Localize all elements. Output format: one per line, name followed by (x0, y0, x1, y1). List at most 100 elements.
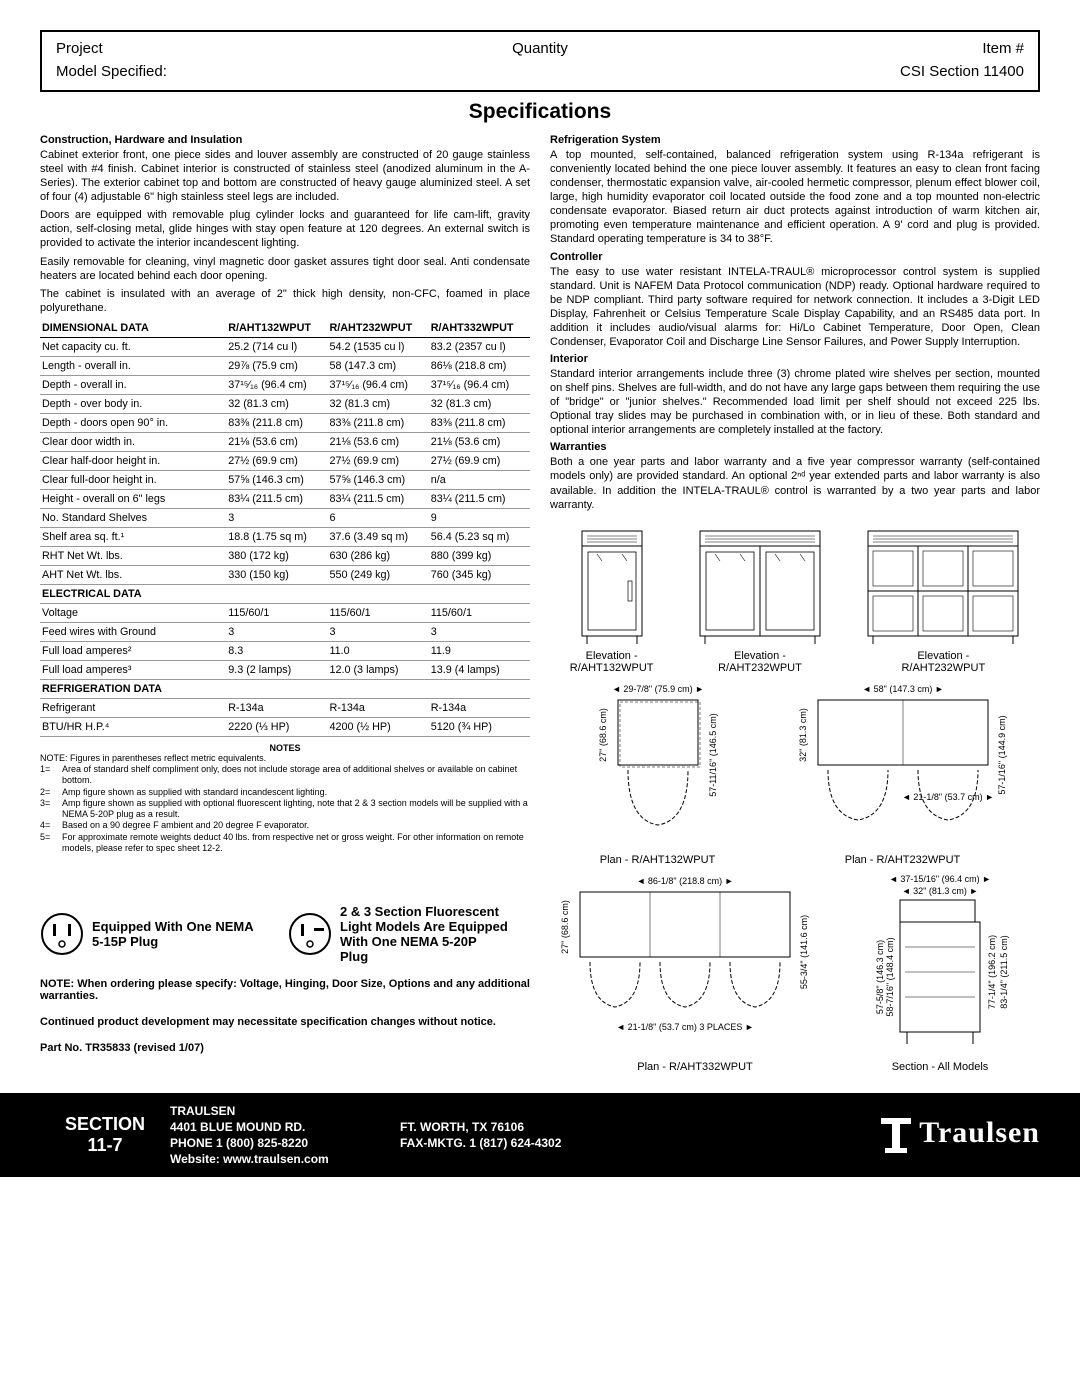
table-cell: 550 (249 kg) (327, 565, 428, 584)
interior-p: Standard interior arrangements include t… (550, 367, 1040, 437)
table-row: RHT Net Wt. lbs.380 (172 kg)630 (286 kg)… (40, 546, 530, 565)
plan-2: ◄ 58" (147.3 cm) ► 32" (81.3 cm) 57-1/16… (773, 680, 1033, 866)
interior-heading: Interior (550, 353, 1040, 365)
svg-text:◄ 37-15/16" (96.4 cm) ►: ◄ 37-15/16" (96.4 cm) ► (889, 874, 991, 884)
plan1-label: Plan - R/AHT132WPUT (558, 854, 758, 866)
plan-icon: ◄ 58" (147.3 cm) ► 32" (81.3 cm) 57-1/16… (773, 680, 1033, 850)
elec-label: ELECTRICAL DATA (40, 584, 530, 603)
table-cell: 630 (286 kg) (327, 546, 428, 565)
part-no: Part No. TR35833 (revised 1/07) (40, 1042, 530, 1054)
table-cell: Shelf area sq. ft.¹ (40, 527, 226, 546)
table-row: Full load amperes²8.311.011.9 (40, 641, 530, 660)
elev3-b: R/AHT232WPUT (858, 662, 1028, 674)
table-cell: Full load amperes³ (40, 660, 226, 679)
note-text: Amp figure shown as supplied with standa… (62, 787, 327, 798)
table-row: Length - overall in.29⅞ (75.9 cm)58 (147… (40, 356, 530, 375)
svg-text:83-1/4" (211.5 cm): 83-1/4" (211.5 cm) (999, 935, 1009, 1009)
note-key: 5= (40, 832, 62, 855)
table-row: Clear door width in.21⅛ (53.6 cm)21⅛ (53… (40, 432, 530, 451)
svg-text:◄ 32" (81.3 cm) ►: ◄ 32" (81.3 cm) ► (902, 886, 979, 896)
table-cell: 9 (429, 508, 530, 527)
section-label: Section - All Models (845, 1061, 1035, 1073)
svg-text:57-11/16" (146.5 cm): 57-11/16" (146.5 cm) (708, 713, 718, 797)
table-row: Net capacity cu. ft.25.2 (714 cu l)54.2 … (40, 337, 530, 356)
note-key: 2= (40, 787, 62, 798)
construction-p2: Doors are equipped with removable plug c… (40, 208, 530, 250)
table-cell: 27½ (69.9 cm) (226, 451, 327, 470)
table-cell: 380 (172 kg) (226, 546, 327, 565)
footer-logo: Traulsen (875, 1114, 1040, 1156)
th-m2: R/AHT232WPUT (327, 319, 428, 338)
elevation-icon (685, 526, 835, 646)
footer-info: TRAULSEN 4401 BLUE MOUND RD. PHONE 1 (80… (170, 1103, 875, 1168)
table-row: RefrigerantR-134aR-134aR-134a (40, 698, 530, 717)
elec-subhead: ELECTRICAL DATA (40, 584, 530, 603)
table-cell: 37¹⁵⁄₁₆ (96.4 cm) (327, 375, 428, 394)
table-row: BTU/HR H.P.⁴2220 (⅓ HP)4200 (½ HP)5120 (… (40, 717, 530, 736)
svg-text:◄ 29-7/8" (75.9 cm) ►: ◄ 29-7/8" (75.9 cm) ► (611, 684, 703, 694)
plug-5-15p: Equipped With One NEMA 5-15P Plug (40, 912, 260, 956)
note-key: 1= (40, 764, 62, 787)
th-dim: DIMENSIONAL DATA (40, 319, 226, 338)
table-cell: 83¼ (211.5 cm) (327, 489, 428, 508)
notes-intro: NOTE: Figures in parentheses reflect met… (40, 753, 530, 764)
project-label: Project (56, 40, 379, 57)
plug-icon (288, 912, 332, 956)
table-cell: 115/60/1 (429, 603, 530, 622)
section: ◄ 37-15/16" (96.4 cm) ► ◄ 32" (81.3 cm) … (845, 872, 1035, 1073)
construction-p1: Cabinet exterior front, one piece sides … (40, 148, 530, 204)
plugs-row: Equipped With One NEMA 5-15P Plug 2 & 3 … (40, 904, 530, 964)
svg-text:55-3/4" (141.6 cm): 55-3/4" (141.6 cm) (799, 915, 809, 989)
th-m1: R/AHT132WPUT (226, 319, 327, 338)
footer-web: Website: www.traulsen.com (170, 1151, 400, 1167)
table-cell: Clear full-door height in. (40, 470, 226, 489)
svg-text:◄ 21-1/8" (53.7 cm) 3 PLACES ►: ◄ 21-1/8" (53.7 cm) 3 PLACES ► (616, 1022, 754, 1032)
table-cell: 11.9 (429, 641, 530, 660)
table-cell: 37¹⁵⁄₁₆ (96.4 cm) (226, 375, 327, 394)
table-cell: 4200 (½ HP) (327, 717, 428, 736)
footer: SECTION 11-7 TRAULSEN 4401 BLUE MOUND RD… (0, 1093, 1080, 1178)
table-cell: BTU/HR H.P.⁴ (40, 717, 226, 736)
table-row: Feed wires with Ground333 (40, 622, 530, 641)
table-cell: n/a (429, 470, 530, 489)
table-cell: 115/60/1 (327, 603, 428, 622)
table-cell: Refrigerant (40, 698, 226, 717)
elev1-a: Elevation - (562, 650, 662, 662)
footer-addr: 4401 BLUE MOUND RD. (170, 1119, 400, 1135)
dev-note: Continued product development may necess… (40, 1016, 530, 1028)
table-cell: 86⅛ (218.8 cm) (429, 356, 530, 375)
table-cell: 58 (147.3 cm) (327, 356, 428, 375)
footer-city: FT. WORTH, TX 76106 (400, 1119, 561, 1135)
table-row: Height - overall on 6" legs83¼ (211.5 cm… (40, 489, 530, 508)
table-row: Depth - over body in.32 (81.3 cm)32 (81.… (40, 394, 530, 413)
model-label: Model Specified: (56, 63, 540, 80)
table-cell: 3 (226, 508, 327, 527)
plan-1: ◄ 29-7/8" (75.9 cm) ► 27" (68.6 cm) 57-1… (558, 680, 758, 866)
item-label: Item # (701, 40, 1024, 57)
elevation-1: Elevation - R/AHT132WPUT (562, 526, 662, 674)
left-column: Construction, Hardware and Insulation Ca… (40, 130, 530, 1079)
svg-text:57-1/16" (144.9 cm): 57-1/16" (144.9 cm) (997, 715, 1007, 794)
warr-heading: Warranties (550, 441, 1040, 453)
notes-heading: NOTES (40, 743, 530, 753)
table-cell: RHT Net Wt. lbs. (40, 546, 226, 565)
svg-text:27" (68.6 cm): 27" (68.6 cm) (560, 900, 570, 954)
ref-subhead: REFRIGERATION DATA (40, 679, 530, 698)
svg-text:◄ 21-1/8" (53.7 cm) ►: ◄ 21-1/8" (53.7 cm) ► (901, 792, 993, 802)
footer-brand: TRAULSEN (170, 1103, 400, 1119)
table-cell: 83¼ (211.5 cm) (429, 489, 530, 508)
footer-fax: FAX-MKTG. 1 (817) 624-4302 (400, 1135, 561, 1151)
svg-text:27" (68.6 cm): 27" (68.6 cm) (598, 708, 608, 762)
elev3-a: Elevation - (858, 650, 1028, 662)
diagrams: Elevation - R/AHT132WPUT (550, 526, 1040, 1073)
plan3-label: Plan - R/AHT332WPUT (555, 1061, 835, 1073)
table-cell: R-134a (226, 698, 327, 717)
table-cell: 11.0 (327, 641, 428, 660)
elev1-b: R/AHT132WPUT (562, 662, 662, 674)
table-cell: 37¹⁵⁄₁₆ (96.4 cm) (429, 375, 530, 394)
elevation-icon (858, 526, 1028, 646)
table-row: Depth - overall in.37¹⁵⁄₁₆ (96.4 cm)37¹⁵… (40, 375, 530, 394)
table-cell: 32 (81.3 cm) (226, 394, 327, 413)
elev2-a: Elevation - (685, 650, 835, 662)
table-cell: 21⅛ (53.6 cm) (327, 432, 428, 451)
